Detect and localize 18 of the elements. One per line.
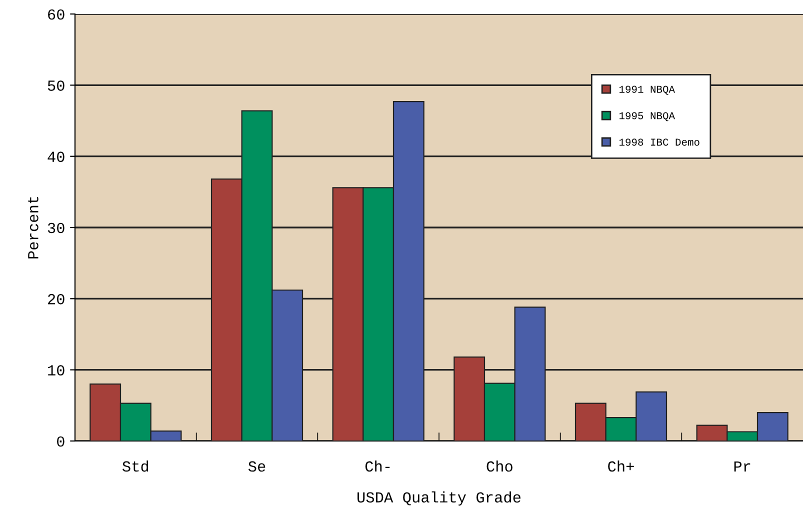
x-tick-label: Ch- <box>365 460 390 472</box>
x-axis-title: USDA Quality Grade <box>358 491 520 506</box>
x-tick-label: Ch+ <box>608 460 634 472</box>
x-tick-label: Pr <box>734 461 750 472</box>
y-tick-label: 60 <box>48 9 64 20</box>
legend-label: 1995 NBQA <box>619 112 675 122</box>
x-tick-label: Std <box>122 460 148 472</box>
y-tick-label: 50 <box>48 80 64 91</box>
y-axis-title: Percent <box>28 196 38 258</box>
y-tick-label: 10 <box>48 365 64 376</box>
legend-label: 1991 NBQA <box>619 86 675 95</box>
legend-label: 1998 IBC Demo <box>619 138 700 146</box>
x-tick-label: Se <box>248 461 266 472</box>
x-tick-label: Cho <box>486 460 512 472</box>
y-tick-label: 20 <box>48 294 64 304</box>
y-tick-label: 30 <box>48 222 64 234</box>
y-tick-label: 40 <box>48 152 64 162</box>
y-tick-label: 0 <box>57 436 64 447</box>
